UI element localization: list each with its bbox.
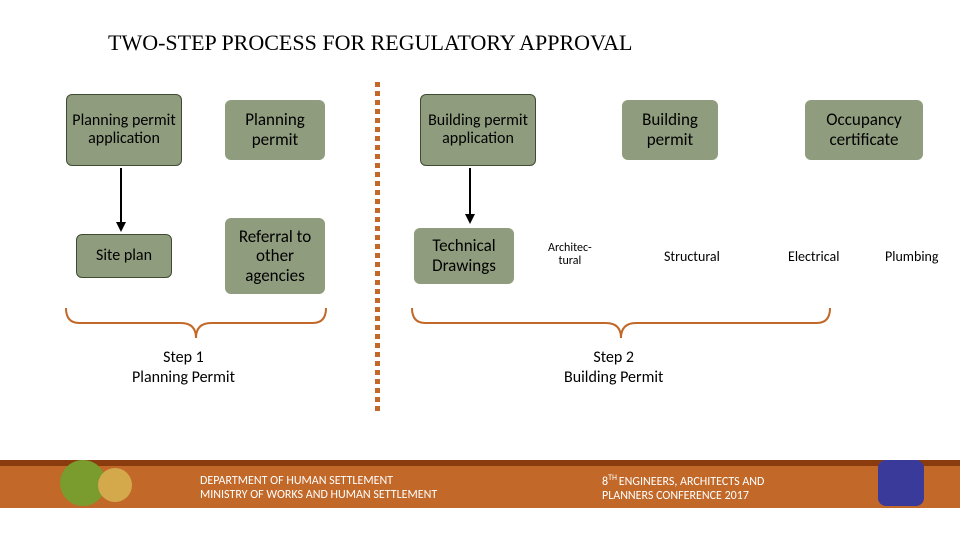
label-architectural: Architec-tural bbox=[548, 242, 592, 268]
step2-label: Step 2 Building Permit bbox=[564, 348, 663, 388]
step2-line2: Building Permit bbox=[564, 368, 663, 388]
box-building-permit: Building permit bbox=[622, 100, 718, 160]
step1-line2: Planning Permit bbox=[132, 368, 235, 388]
step2-line1: Step 2 bbox=[564, 348, 663, 368]
box-label: Building permit application bbox=[421, 112, 535, 149]
step1-line1: Step 1 bbox=[132, 348, 235, 368]
logo-right-icon bbox=[878, 460, 924, 506]
label-plumbing: Plumbing bbox=[885, 248, 939, 265]
box-label: Planning permit application bbox=[67, 112, 181, 149]
box-occupancy-certificate: Occupancy certificate bbox=[805, 100, 923, 160]
box-planning-permit-application: Planning permit application bbox=[66, 94, 182, 166]
box-label: Referral to other agencies bbox=[225, 227, 325, 286]
box-label: Site plan bbox=[96, 247, 152, 265]
box-building-permit-application: Building permit application bbox=[420, 94, 536, 166]
box-technical-drawings: Technical Drawings bbox=[414, 228, 514, 284]
box-planning-permit: Planning permit bbox=[225, 100, 325, 160]
step1-label: Step 1 Planning Permit bbox=[132, 348, 235, 388]
box-label: Planning permit bbox=[225, 110, 325, 149]
brace-step2 bbox=[410, 306, 832, 340]
box-label: Building permit bbox=[622, 110, 718, 149]
box-label: Technical Drawings bbox=[414, 236, 514, 275]
box-label: Occupancy certificate bbox=[805, 110, 923, 149]
box-site-plan: Site plan bbox=[76, 234, 172, 278]
box-referral: Referral to other agencies bbox=[225, 218, 325, 294]
footer-bar bbox=[0, 466, 960, 508]
slide: TWO-STEP PROCESS FOR REGULATORY APPROVAL… bbox=[0, 0, 960, 540]
footer-left: DEPARTMENT OF HUMAN SETTLEMENT MINISTRY … bbox=[200, 474, 437, 503]
footer-right: 8TH ENGINEERS, ARCHITECTS ANDPLANNERS CO… bbox=[602, 474, 764, 504]
page-title: TWO-STEP PROCESS FOR REGULATORY APPROVAL bbox=[108, 30, 632, 56]
label-electrical: Electrical bbox=[788, 248, 839, 265]
label-structural: Structural bbox=[664, 248, 720, 265]
brace-step1 bbox=[64, 306, 328, 340]
footer-left-line2: MINISTRY OF WORKS AND HUMAN SETTLEMENT bbox=[200, 488, 437, 502]
footer-left-line1: DEPARTMENT OF HUMAN SETTLEMENT bbox=[200, 474, 437, 488]
logo-left-inner-icon bbox=[98, 468, 132, 502]
